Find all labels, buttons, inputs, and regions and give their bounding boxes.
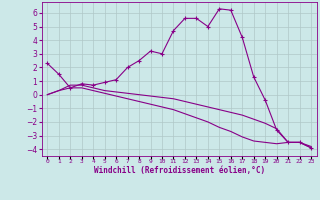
X-axis label: Windchill (Refroidissement éolien,°C): Windchill (Refroidissement éolien,°C) [94,166,265,175]
